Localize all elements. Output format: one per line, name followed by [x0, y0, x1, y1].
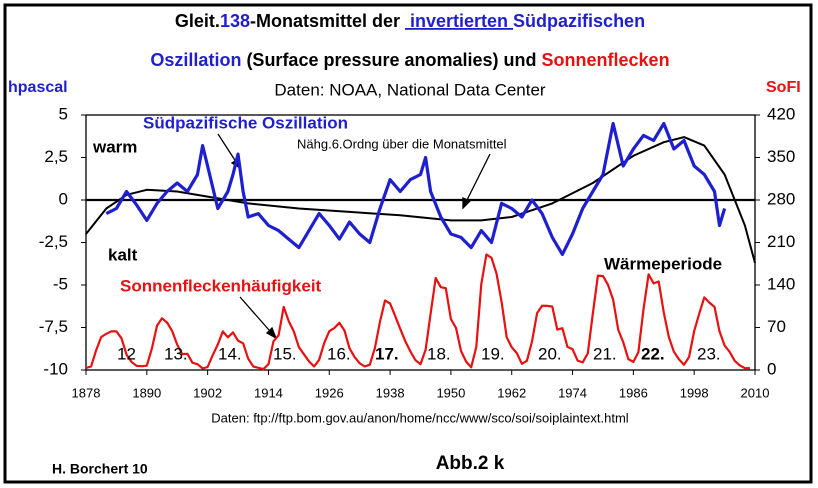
y2-tick-label: 420 — [767, 104, 795, 123]
title-part: (Surface pressure anomalies) und — [241, 50, 541, 70]
cycle-label: 22. — [641, 344, 665, 363]
y-tick-label: 0 — [59, 189, 68, 208]
cycle-label: 20. — [538, 344, 562, 363]
y2-tick-label: 70 — [767, 317, 786, 336]
series-line — [85, 253, 750, 371]
arrowhead — [265, 326, 278, 340]
y-tick-label: -5 — [53, 274, 68, 293]
annotation-warm: warm — [92, 137, 137, 156]
cycle-label: 23. — [697, 344, 721, 363]
y-tick-label: 5 — [59, 104, 68, 123]
y-tick-label: 2,5 — [44, 147, 68, 166]
cycle-label: 14. — [218, 344, 242, 363]
title-part: Oszillation — [150, 50, 241, 70]
annotation-sunspots: Sonnenfleckenhäufigkeit — [120, 276, 322, 295]
source: Daten: ftp://ftp.bom.gov.au/anon/home/nc… — [211, 410, 629, 425]
x-tick-label: 1926 — [315, 385, 344, 400]
y-tick-label: -2,5 — [39, 232, 68, 251]
annotation-soi: Südpazifische Oszillation — [143, 113, 348, 132]
cycle-label: 17. — [375, 344, 399, 363]
x-tick-label: 1914 — [254, 385, 283, 400]
series-line — [85, 136, 756, 264]
title-part: invertierten — [405, 11, 513, 31]
author: H. Borchert 10 — [52, 461, 148, 477]
x-tick-label: 1878 — [72, 385, 101, 400]
x-tick-label: 1890 — [132, 385, 161, 400]
chart-title: Oszillation (Surface pressure anomalies)… — [150, 50, 669, 70]
y2-tick-label: 280 — [767, 189, 795, 208]
x-tick-label: 1974 — [558, 385, 587, 400]
y-tick-label: -7,5 — [39, 317, 68, 336]
cycle-label: 21. — [593, 344, 617, 363]
y2-axis-label: SoFI — [766, 79, 801, 96]
series-line — [105, 121, 727, 256]
chart-title: Gleit.138-Monatsmittel der invertierten … — [175, 11, 645, 31]
title-part: Gleit. — [175, 11, 220, 31]
cycle-label: 18. — [427, 344, 451, 363]
title-part: Südpazifischen — [513, 11, 645, 31]
x-tick-label: 1986 — [619, 385, 648, 400]
y2-tick-label: 210 — [767, 232, 795, 251]
subtitle: Daten: NOAA, National Data Center — [274, 80, 546, 99]
annotation-kalt: kalt — [108, 245, 138, 264]
cycle-label: 12 — [117, 344, 136, 363]
annotation-warm-period: Wärmeperiode — [604, 254, 722, 273]
x-tick-label: 1962 — [497, 385, 526, 400]
y-axis-label: hpascal — [8, 79, 68, 96]
cycle-label: 15. — [273, 344, 297, 363]
x-tick-label: 1938 — [376, 385, 405, 400]
x-tick-label: 2010 — [741, 385, 770, 400]
title-part: -Monatsmittel der — [250, 11, 405, 31]
outer-frame — [3, 3, 813, 484]
cycle-label: 19. — [481, 344, 505, 363]
x-tick-label: 1950 — [436, 385, 465, 400]
y2-tick-label: 0 — [767, 359, 776, 378]
x-tick-label: 1902 — [193, 385, 222, 400]
y2-tick-label: 350 — [767, 147, 795, 166]
figure-label: Abb.2 k — [436, 453, 505, 474]
annotation-fit: Nähg.6.Ordng über die Monatsmittel — [297, 136, 507, 151]
y-tick-label: -10 — [43, 359, 68, 378]
y2-tick-label: 140 — [767, 274, 795, 293]
title-part: 138 — [220, 11, 250, 31]
title-part: Sonnenflecken — [542, 50, 670, 70]
cycle-label: 13. — [164, 344, 188, 363]
x-tick-label: 1998 — [680, 385, 709, 400]
cycle-label: 16. — [327, 344, 351, 363]
